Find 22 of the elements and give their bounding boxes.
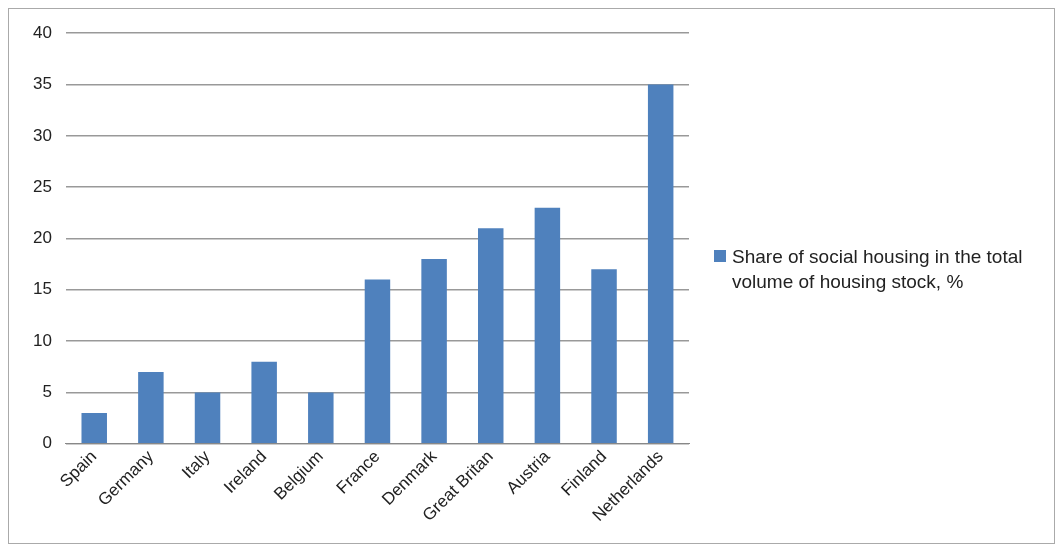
bar	[421, 259, 447, 444]
bar	[591, 269, 617, 444]
y-tick-label: 0	[42, 433, 52, 453]
bar	[251, 361, 277, 444]
y-tick-label: 5	[42, 382, 52, 402]
bar	[478, 228, 504, 444]
bar	[647, 84, 674, 444]
bar	[534, 207, 561, 444]
bar	[364, 279, 391, 444]
bar	[138, 371, 164, 444]
y-tick-label: 30	[32, 125, 52, 145]
y-tick-label: 25	[32, 176, 52, 196]
y-tick-label: 15	[32, 279, 52, 299]
bar	[308, 392, 334, 444]
bar	[194, 392, 221, 444]
y-tick-label: 10	[32, 330, 52, 350]
x-tick-label: Italy	[178, 446, 215, 483]
y-tick-label: 40	[32, 22, 52, 42]
bar	[81, 412, 107, 444]
y-tick-label: 35	[32, 74, 52, 94]
legend-label: Share of social housing in the total volume of housing stock, %	[732, 245, 1024, 294]
y-tick-label: 20	[32, 228, 52, 248]
